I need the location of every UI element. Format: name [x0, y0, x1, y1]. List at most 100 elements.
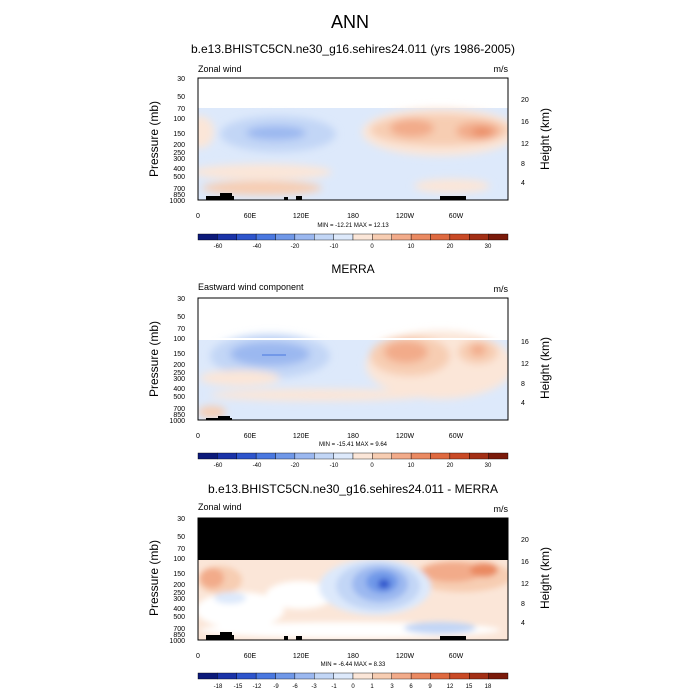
colorbar-label: -20 — [291, 244, 300, 250]
y-tick-label: 100 — [173, 556, 185, 563]
y-tick-label: 300 — [173, 376, 185, 383]
y-tick-label: 70 — [177, 546, 185, 553]
colorbar-label: 15 — [466, 684, 473, 690]
x-tick-label: 120E — [293, 213, 310, 220]
y-tick-label: 200 — [173, 582, 185, 589]
height-tick-label: 16 — [521, 119, 529, 126]
x-tick-label: 120W — [396, 433, 415, 440]
y2-axis: 16 12 8 4 — [521, 339, 529, 407]
colorbar-label: 0 — [351, 684, 355, 690]
height-tick-label: 12 — [521, 581, 529, 588]
colorbar-labels: -18 -15 -12 -9 -6 -3 -1 0 1 3 6 9 12 15 … — [214, 684, 492, 690]
y-tick-label: 500 — [173, 614, 185, 621]
colorbar — [197, 233, 509, 241]
units-label: m/s — [494, 504, 509, 514]
height-tick-label: 12 — [521, 141, 529, 148]
colorbar-label: -40 — [253, 463, 262, 469]
height-tick-label: 8 — [521, 381, 525, 388]
y-tick-label: 100 — [173, 336, 185, 343]
min-max-label: MIN = -15.41 MAX = 9.64 — [319, 442, 388, 448]
colorbar-swatch — [275, 672, 296, 680]
x-tick-label: 120E — [293, 433, 310, 440]
colorbar-swatch — [333, 672, 354, 680]
x-tick-label: 120W — [396, 653, 415, 660]
variable-label: Zonal wind — [198, 64, 242, 74]
height-tick-label: 20 — [521, 537, 529, 544]
x-tick-label: 180 — [347, 433, 359, 440]
colorbar-swatch — [352, 452, 373, 460]
y-tick-label: 200 — [173, 142, 185, 149]
colorbar-swatch — [410, 233, 431, 241]
y-tick-label: 30 — [177, 296, 185, 303]
height-tick-label: 4 — [521, 400, 525, 407]
colorbar-label: 18 — [485, 684, 492, 690]
x-tick-label: 180 — [347, 213, 359, 220]
y-axis-label: Pressure (mb) — [147, 540, 161, 616]
colorbar-labels: -60 -40 -20 -10 0 10 20 30 — [214, 244, 492, 250]
colorbar-swatch — [352, 672, 373, 680]
colorbar-label: 3 — [390, 684, 394, 690]
y-tick-label: 50 — [177, 534, 185, 541]
height-tick-label: 8 — [521, 601, 525, 608]
colorbar-swatch — [391, 672, 412, 680]
y2-axis: 20 16 12 8 4 — [521, 97, 529, 187]
units-label: m/s — [494, 284, 509, 294]
panel-model: b.e13.BHISTC5CN.ne30_g16.sehires24.011 (… — [147, 42, 552, 250]
colorbar-swatch — [333, 452, 354, 460]
colorbar-swatch — [255, 452, 276, 460]
y-axis: 30 50 70 100 150 200 250 300 400 500 700… — [169, 76, 185, 205]
y2-axis-label: Height (km) — [538, 547, 552, 609]
y-tick-label: 850 — [173, 412, 185, 419]
x-tick-label: 0 — [196, 213, 200, 220]
colorbar-label: 12 — [447, 684, 454, 690]
y-tick-label: 150 — [173, 351, 185, 358]
colorbar-label: 20 — [447, 463, 454, 469]
colorbar-swatch — [294, 233, 315, 241]
colorbar-label: -12 — [253, 684, 262, 690]
panel-title: b.e13.BHISTC5CN.ne30_g16.sehires24.011 (… — [191, 42, 515, 56]
y-tick-label: 700 — [173, 626, 185, 633]
colorbar-label: 10 — [408, 244, 415, 250]
x-tick-label: 0 — [196, 653, 200, 660]
y-tick-label: 70 — [177, 106, 185, 113]
height-tick-label: 4 — [521, 180, 525, 187]
colorbar-swatch — [372, 452, 392, 460]
colorbar-swatch — [314, 233, 334, 241]
plot-frame — [197, 517, 509, 641]
y-tick-label: 30 — [177, 76, 185, 83]
colorbar-swatch — [391, 452, 412, 460]
x-tick-label: 180 — [347, 653, 359, 660]
colorbar-swatch — [197, 452, 218, 460]
colorbar-label: -3 — [311, 684, 317, 690]
y-tick-label: 200 — [173, 362, 185, 369]
y-tick-label: 70 — [177, 326, 185, 333]
y-tick-label: 100 — [173, 116, 185, 123]
colorbar-label: -60 — [214, 244, 223, 250]
y-tick-label: 700 — [173, 186, 185, 193]
panel-difference: b.e13.BHISTC5CN.ne30_g16.sehires24.011 -… — [147, 482, 552, 690]
colorbar — [197, 672, 509, 680]
height-tick-label: 16 — [521, 559, 529, 566]
y2-axis: 20 16 12 8 4 — [521, 537, 529, 627]
colorbar-label: 10 — [408, 463, 415, 469]
colorbar-swatch — [275, 452, 296, 460]
height-tick-label: 8 — [521, 161, 525, 168]
colorbar-swatch — [449, 672, 470, 680]
min-max-label: MIN = -12.21 MAX = 12.13 — [317, 223, 389, 229]
colorbar-label: -1 — [331, 684, 337, 690]
colorbar-swatch — [488, 452, 509, 460]
x-axis: 0 60E 120E 180 120W 60W — [196, 433, 464, 440]
min-max-label: MIN = -6.44 MAX = 8.33 — [321, 662, 386, 668]
colorbar-swatch — [294, 452, 315, 460]
colorbar-swatch — [488, 672, 509, 680]
x-tick-label: 60E — [244, 653, 257, 660]
x-tick-label: 60E — [244, 433, 257, 440]
y-tick-label: 700 — [173, 406, 185, 413]
y-tick-label: 850 — [173, 632, 185, 639]
colorbar-swatch — [236, 233, 257, 241]
y-tick-label: 50 — [177, 314, 185, 321]
colorbar-swatch — [469, 233, 489, 241]
colorbar-swatch — [372, 233, 392, 241]
y-axis-label: Pressure (mb) — [147, 101, 161, 177]
